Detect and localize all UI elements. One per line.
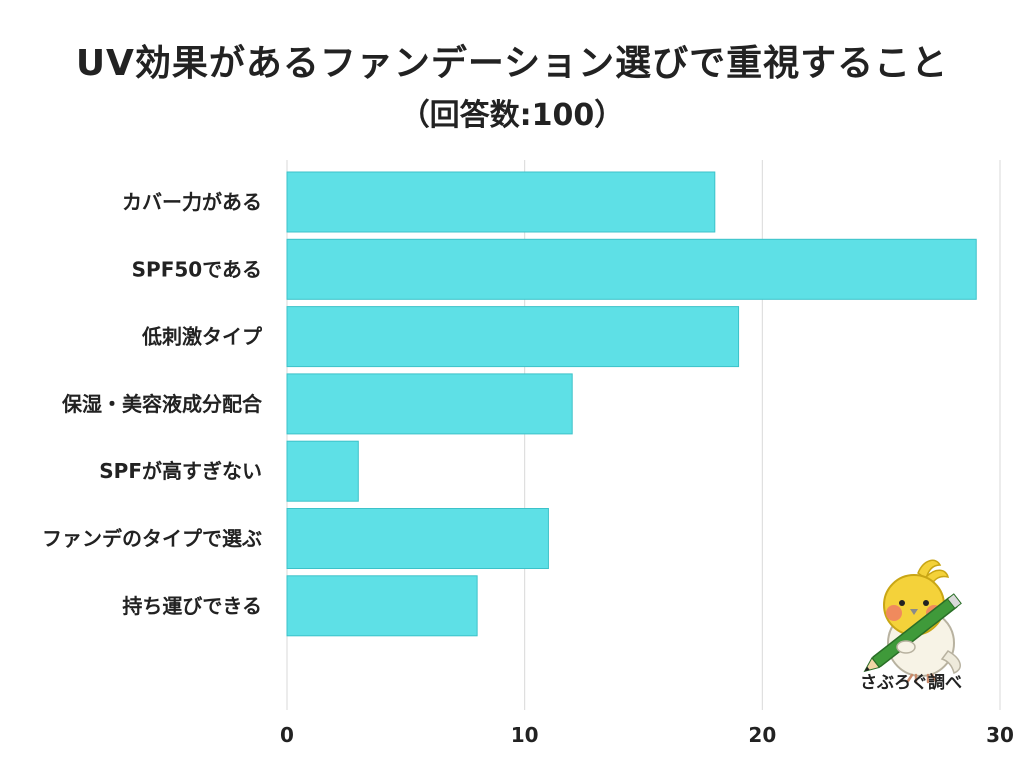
x-tick-label: 0 bbox=[280, 723, 294, 747]
x-tick-label: 30 bbox=[986, 723, 1014, 747]
bar bbox=[286, 373, 573, 435]
bar bbox=[286, 238, 977, 300]
bar bbox=[286, 575, 478, 637]
category-label: ファンデのタイプで選ぶ bbox=[42, 527, 262, 551]
category-label: 持ち運びできる bbox=[122, 594, 262, 618]
bar bbox=[286, 508, 549, 569]
category-label: SPF50である bbox=[132, 257, 262, 281]
bar bbox=[286, 306, 740, 368]
bar bbox=[286, 171, 716, 233]
bar bbox=[286, 440, 359, 502]
category-label: 低刺激タイプ bbox=[141, 325, 263, 349]
category-label: カバー力がある bbox=[122, 190, 262, 214]
chart-title: UV効果があるファンデーション選びで重視すること bbox=[75, 43, 949, 84]
x-tick-label: 20 bbox=[748, 723, 776, 747]
category-label: SPFが高すぎない bbox=[99, 459, 262, 483]
mascot-bird-logo bbox=[863, 559, 962, 684]
watermark-label: さぶろぐ調べ bbox=[860, 673, 962, 693]
chart-subtitle: （回答数:100） bbox=[399, 98, 625, 133]
category-label: 保湿・美容液成分配合 bbox=[61, 392, 263, 416]
x-tick-label: 10 bbox=[511, 723, 539, 747]
